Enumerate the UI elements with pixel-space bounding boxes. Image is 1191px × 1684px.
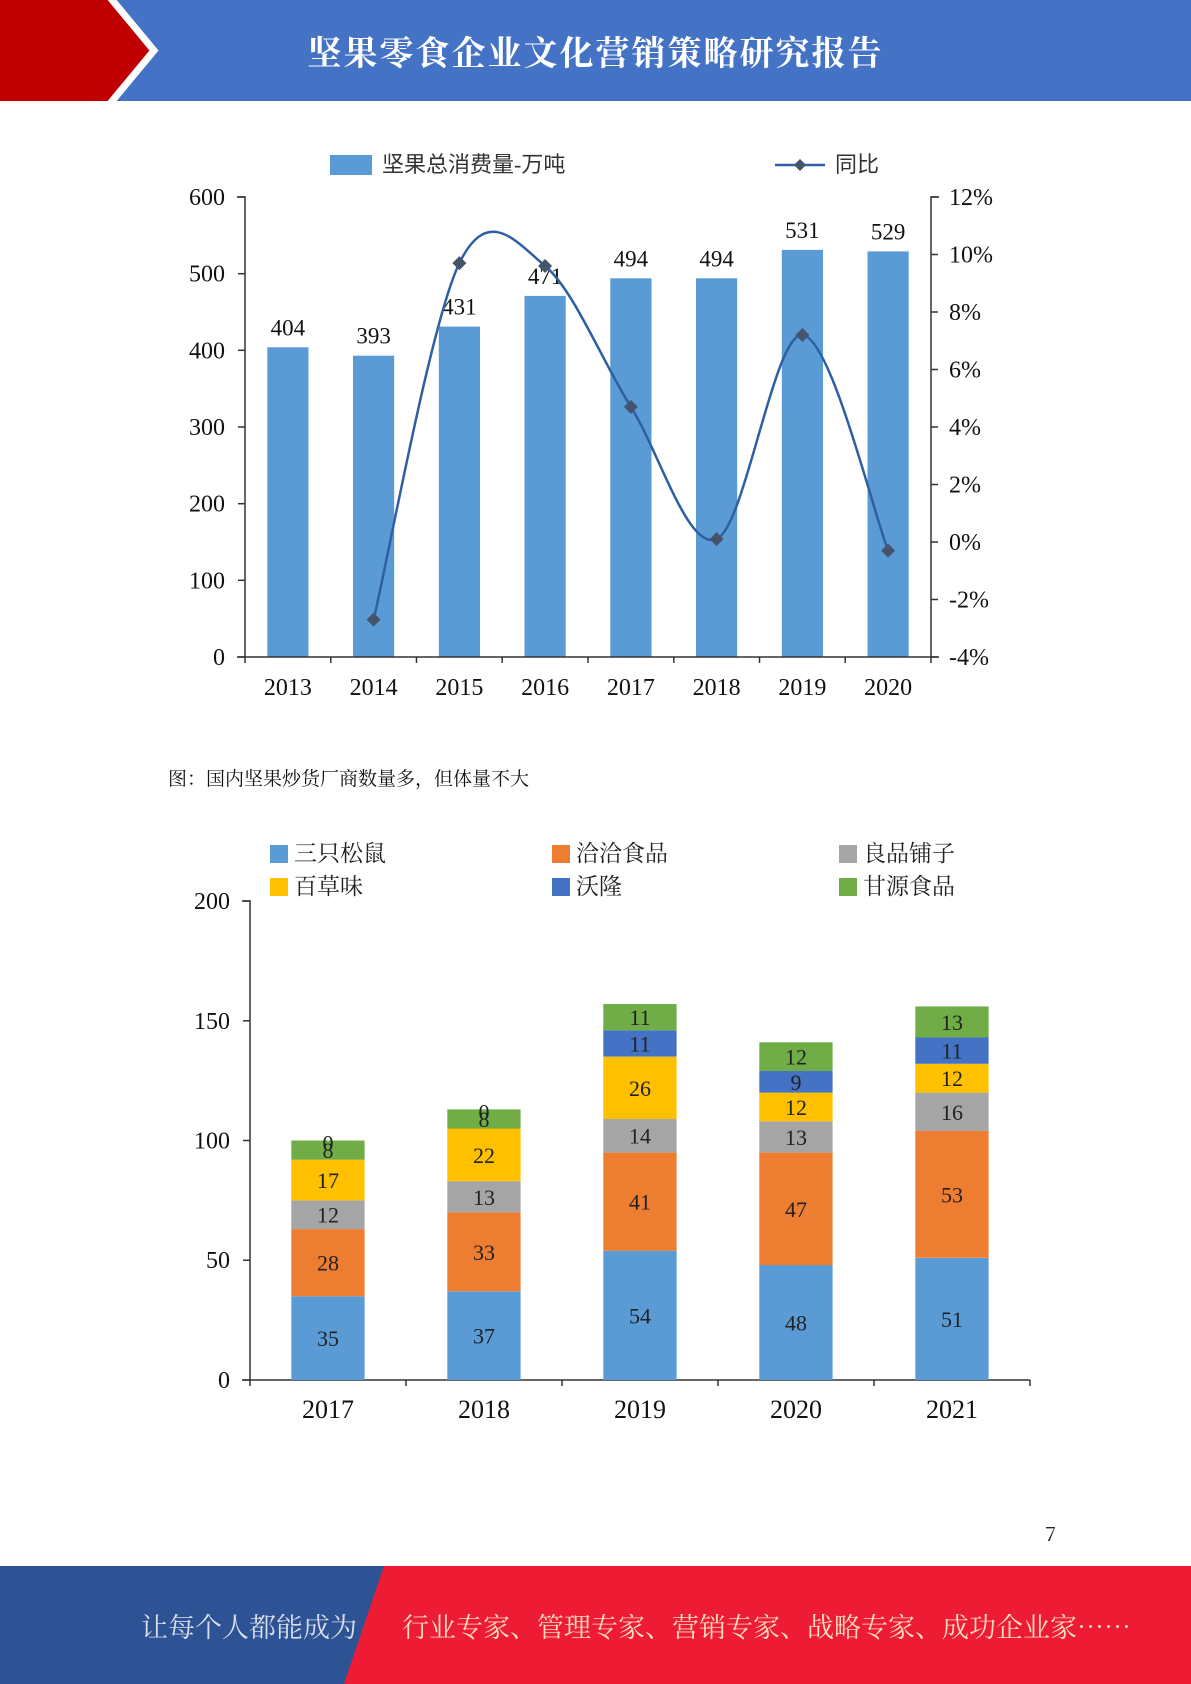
svg-text:12: 12 — [941, 1066, 963, 1091]
svg-text:48: 48 — [785, 1311, 807, 1336]
svg-text:2017: 2017 — [302, 1395, 354, 1420]
svg-text:13: 13 — [473, 1185, 495, 1210]
svg-text:22: 22 — [473, 1143, 495, 1168]
svg-text:2020: 2020 — [770, 1395, 822, 1420]
svg-text:0: 0 — [323, 1131, 334, 1156]
svg-text:150: 150 — [194, 1009, 230, 1035]
svg-text:2018: 2018 — [458, 1395, 510, 1420]
svg-text:11: 11 — [629, 1032, 650, 1057]
svg-text:37: 37 — [473, 1324, 495, 1349]
svg-text:16: 16 — [941, 1100, 963, 1125]
svg-text:0: 0 — [218, 1368, 230, 1394]
svg-text:11: 11 — [629, 1005, 650, 1030]
svg-text:13: 13 — [785, 1125, 807, 1150]
svg-text:41: 41 — [629, 1190, 651, 1215]
svg-text:100: 100 — [194, 1129, 230, 1155]
svg-text:13: 13 — [941, 1010, 963, 1035]
svg-text:2021: 2021 — [926, 1395, 978, 1420]
svg-text:0: 0 — [479, 1099, 490, 1124]
svg-text:50: 50 — [206, 1248, 230, 1274]
svg-text:47: 47 — [785, 1197, 807, 1222]
svg-text:51: 51 — [941, 1307, 963, 1332]
svg-text:53: 53 — [941, 1182, 963, 1207]
svg-text:54: 54 — [629, 1303, 651, 1328]
svg-text:2019: 2019 — [614, 1395, 666, 1420]
svg-text:28: 28 — [317, 1251, 339, 1276]
svg-text:200: 200 — [194, 889, 230, 915]
svg-text:12: 12 — [317, 1203, 339, 1228]
svg-text:17: 17 — [317, 1168, 339, 1193]
svg-text:9: 9 — [791, 1070, 802, 1095]
svg-text:12: 12 — [785, 1045, 807, 1070]
svg-text:26: 26 — [629, 1076, 651, 1101]
svg-text:11: 11 — [941, 1039, 962, 1064]
svg-text:12: 12 — [785, 1095, 807, 1120]
svg-text:35: 35 — [317, 1326, 339, 1351]
svg-text:14: 14 — [629, 1124, 651, 1149]
svg-text:33: 33 — [473, 1240, 495, 1265]
